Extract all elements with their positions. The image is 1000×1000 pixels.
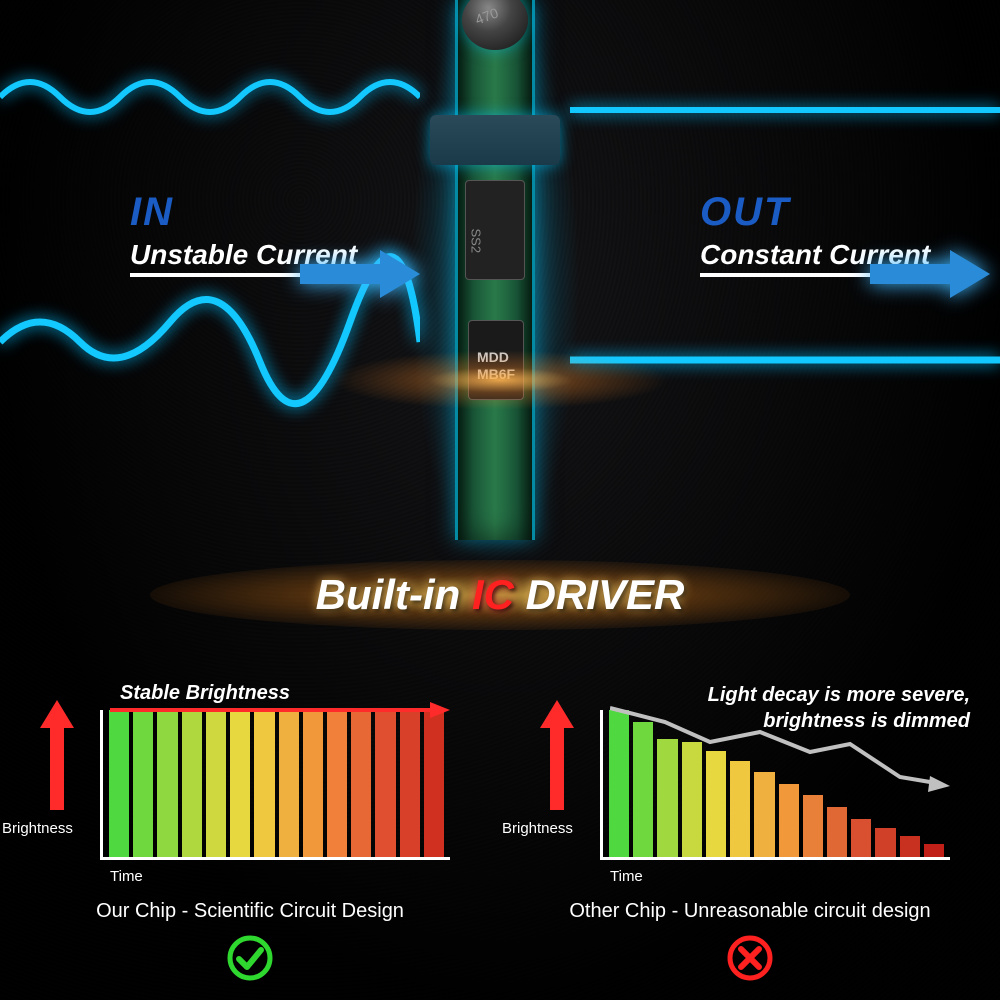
chart-bar <box>900 836 920 857</box>
arrow-in-icon <box>300 250 420 298</box>
chart-bar <box>206 710 226 857</box>
chart-bar <box>254 710 274 857</box>
check-mark-icon <box>0 935 500 986</box>
arrow-out-icon <box>870 250 990 298</box>
right-trend-arrow-icon <box>610 702 950 792</box>
chart-bar <box>133 710 153 857</box>
cross-mark-icon <box>500 935 1000 986</box>
title-part1: Built-in <box>316 571 461 618</box>
chart-bar <box>157 710 177 857</box>
chart-bar <box>182 710 202 857</box>
right-x-label: Time <box>610 868 643 885</box>
chart-bar <box>779 784 799 858</box>
chart-bar <box>924 844 944 857</box>
chart-bar <box>827 807 847 857</box>
comparison-charts: Stable Brightness Brightness Time Our Ch… <box>0 680 1000 1000</box>
pcb-device: 470 SS2 MDD MB6F <box>420 0 570 560</box>
chart-bar <box>303 710 323 857</box>
left-bars-area <box>100 710 450 860</box>
out-label: OUT <box>700 190 930 235</box>
chart-bar <box>400 710 420 857</box>
chart-bar <box>351 710 371 857</box>
left-y-label: Brightness <box>2 820 73 837</box>
in-label: IN <box>130 190 357 235</box>
chart-bar <box>109 710 129 857</box>
right-caption: Other Chip - Unreasonable circuit design <box>500 900 1000 923</box>
right-chart: Light decay is more severe,brightness is… <box>500 680 1000 1000</box>
chart-bar <box>375 710 395 857</box>
chart-bar <box>230 710 250 857</box>
top-diagram: IN Unstable Current OUT Constant Current… <box>0 0 1000 560</box>
chart-bar <box>875 828 895 857</box>
y-axis-arrow-icon <box>540 700 574 810</box>
left-x-label: Time <box>110 868 143 885</box>
right-y-label: Brightness <box>502 820 573 837</box>
title-part3: DRIVER <box>526 571 685 618</box>
chart-bar <box>327 710 347 857</box>
chip2-marking: MDD MB6F <box>477 349 515 383</box>
title-part2: IC <box>472 571 514 618</box>
chart-bar <box>279 710 299 857</box>
chart-bar <box>851 819 871 857</box>
chart-bar <box>803 795 823 857</box>
y-axis-arrow-icon <box>40 700 74 810</box>
left-chart: Stable Brightness Brightness Time Our Ch… <box>0 680 500 1000</box>
title-band: Built-in IC DRIVER <box>150 560 850 630</box>
chart-bar <box>424 710 444 857</box>
left-caption: Our Chip - Scientific Circuit Design <box>0 900 500 923</box>
chip1-marking: SS2 <box>469 229 484 254</box>
left-trend-arrow-icon <box>110 700 450 720</box>
